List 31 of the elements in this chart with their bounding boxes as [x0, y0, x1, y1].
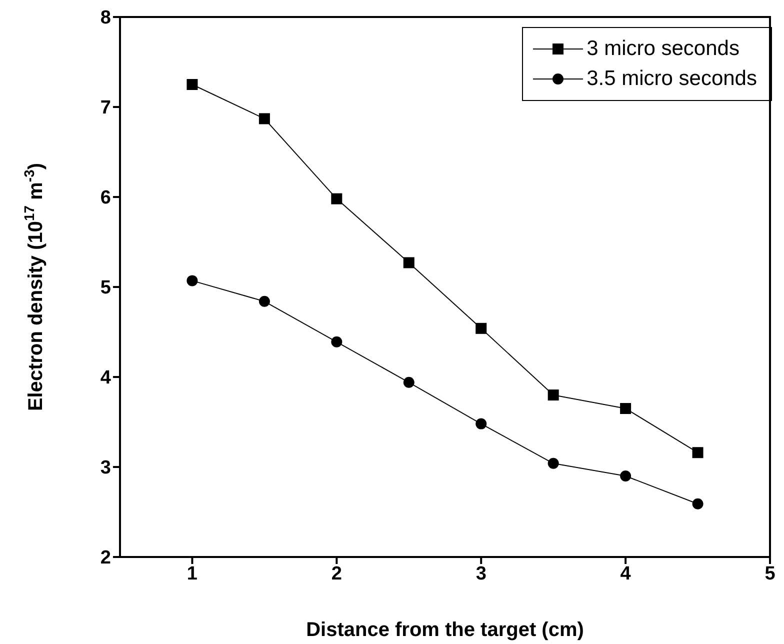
point [620, 470, 632, 482]
point [258, 296, 270, 307]
x-tick-label: 2 [331, 563, 342, 584]
legend-label: 3 micro seconds [586, 37, 740, 61]
point [692, 498, 704, 510]
point [258, 113, 270, 124]
y-tick-label: 6 [100, 188, 111, 209]
x-axis-title: Distance from the target (cm) [306, 619, 584, 641]
point [476, 322, 487, 334]
point [548, 458, 559, 469]
point [692, 447, 704, 458]
point [186, 275, 198, 286]
y-tick-label: 2 [100, 548, 111, 569]
y-tick-label: 7 [100, 98, 111, 119]
x-tick-label: 5 [764, 563, 776, 584]
point [476, 418, 487, 430]
point [403, 376, 414, 388]
y-tick-label: 5 [100, 278, 112, 299]
point [331, 193, 342, 204]
legend-label: 3.5 micro seconds [586, 67, 757, 91]
x-tick-label: 3 [476, 563, 486, 584]
point [403, 257, 414, 268]
point [331, 336, 342, 348]
point [620, 403, 632, 414]
x-tick-label: 1 [186, 563, 198, 584]
x-tick-label: 4 [620, 563, 632, 584]
y-tick-label: 8 [100, 8, 111, 29]
point [548, 390, 559, 400]
point [186, 79, 198, 90]
y-tick-label: 4 [100, 368, 112, 389]
y-tick-label: 3 [100, 458, 111, 479]
